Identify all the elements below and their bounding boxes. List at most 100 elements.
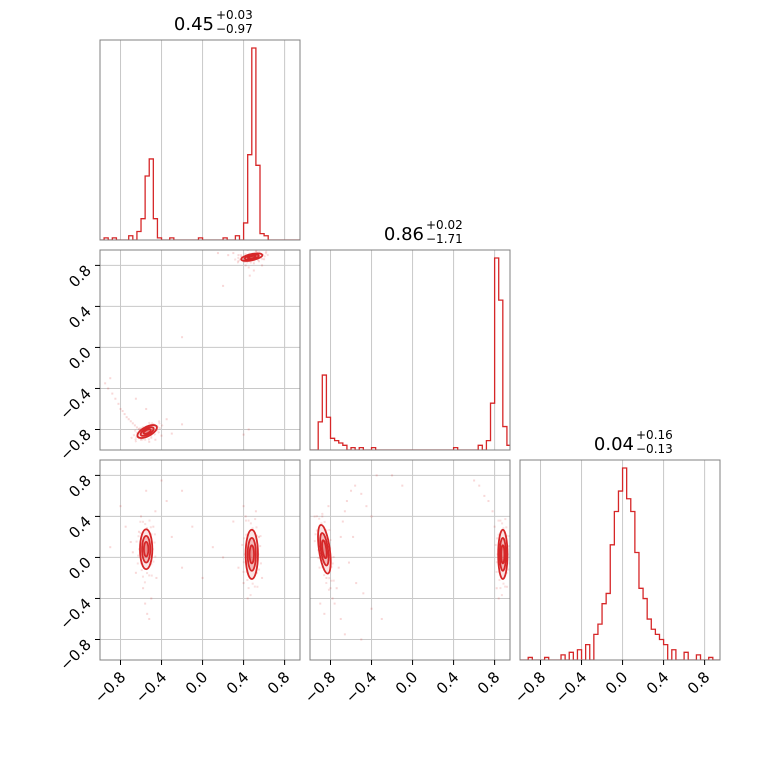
scatter-point: [360, 638, 363, 641]
density-contour: [136, 424, 158, 439]
scatter-point: [153, 433, 157, 436]
scatter-point: [181, 489, 184, 492]
scatter-point: [325, 576, 328, 579]
scatter-point: [148, 440, 151, 443]
x-tick-label: 0.8: [684, 668, 714, 698]
scatter-point: [255, 526, 258, 529]
scatter-point: [495, 587, 498, 590]
scatter-point: [501, 522, 504, 525]
scatter-point: [370, 607, 373, 610]
scatter-point: [328, 577, 331, 580]
title-plus: +0.16: [636, 428, 673, 442]
scatter-point: [150, 574, 153, 577]
scatter-point: [323, 612, 326, 615]
density-contour: [247, 254, 257, 260]
scatter-point: [140, 569, 143, 572]
scatter-point: [146, 612, 149, 615]
scatter-point: [327, 505, 330, 508]
scatter-point: [127, 418, 130, 421]
scatter-point: [502, 527, 505, 530]
scatter-point: [249, 522, 252, 525]
scatter-point: [134, 397, 137, 400]
scatter-point: [323, 520, 326, 524]
histogram-step: [310, 257, 510, 450]
scatter-point: [107, 387, 110, 390]
scatter-point: [242, 258, 245, 261]
scatter-point: [246, 579, 249, 582]
scatter-point: [144, 602, 147, 605]
scatter-point: [148, 574, 151, 577]
scatter-point: [125, 416, 128, 419]
x-tick-label: 0.4: [223, 668, 253, 698]
scatter-point: [150, 421, 154, 425]
panel-frame: [309, 249, 511, 451]
scatter-panel-0-2: −0.8−0.40.00.40.8−0.8 −0.4 0.0 0.4 0.8: [56, 459, 301, 707]
scatter-point: [341, 520, 344, 523]
scatter-point: [256, 534, 259, 537]
title-minus: −0.13: [636, 442, 673, 456]
density-contour: [248, 544, 255, 565]
scatter-point: [140, 515, 143, 518]
scatter-point: [131, 551, 134, 554]
density-contour: [500, 544, 506, 565]
scatter-point: [257, 535, 260, 538]
scatter-point: [145, 527, 148, 530]
scatter-point: [233, 258, 237, 261]
scatter-point: [325, 581, 328, 585]
scatter-point: [135, 426, 138, 429]
scatter-point: [216, 252, 219, 255]
scatter-point: [121, 410, 124, 413]
scatter-point: [495, 570, 498, 573]
scatter-point: [339, 617, 342, 620]
scatter-point: [500, 594, 503, 597]
scatter-point: [237, 259, 240, 263]
scatter-point: [254, 518, 257, 521]
scatter-point: [245, 533, 248, 536]
panel-frame: [99, 249, 301, 451]
scatter-point: [337, 566, 340, 569]
x-tick-label: −0.4: [552, 668, 590, 706]
scatter-point: [242, 433, 245, 436]
scatter-point: [150, 533, 153, 536]
scatter-point: [497, 597, 500, 600]
scatter-point: [265, 250, 268, 253]
scatter-point: [109, 546, 112, 549]
scatter-point: [255, 250, 258, 253]
scatter-point: [155, 576, 158, 579]
x-tick-label: −0.8: [511, 668, 549, 706]
scatter-point: [354, 484, 357, 487]
histogram-step: [520, 467, 720, 660]
scatter-point: [165, 500, 168, 503]
scatter-point: [314, 533, 317, 536]
scatter-point: [266, 253, 269, 257]
scatter-point: [160, 479, 163, 482]
scatter-point: [507, 568, 510, 571]
scatter-point: [137, 428, 140, 431]
scatter-point: [242, 505, 245, 508]
scatter-point: [362, 592, 365, 595]
scatter-point: [320, 522, 323, 525]
scatter-point: [239, 253, 243, 257]
scatter-point: [473, 479, 476, 482]
panel-frame: [519, 459, 721, 661]
scatter-point: [145, 407, 148, 410]
scatter-point: [247, 428, 250, 431]
y-tick-label: 0.0: [65, 344, 95, 374]
histogram-step: [100, 47, 300, 240]
scatter-point: [154, 555, 157, 558]
scatter-point: [504, 585, 507, 588]
scatter-point: [146, 572, 149, 575]
scatter-point: [329, 587, 332, 590]
scatter-point: [258, 568, 261, 571]
scatter-point: [141, 520, 144, 523]
scatter-point: [329, 538, 332, 542]
scatter-point: [508, 535, 510, 538]
x-tick-label: 0.0: [602, 668, 632, 698]
scatter-point: [181, 423, 184, 426]
scatter-point: [261, 264, 264, 267]
scatter-point: [139, 532, 142, 535]
title-value: 0.86: [384, 224, 424, 245]
scatter-point: [117, 402, 120, 405]
x-tick-label: −0.4: [342, 668, 380, 706]
scatter-point: [259, 545, 262, 548]
